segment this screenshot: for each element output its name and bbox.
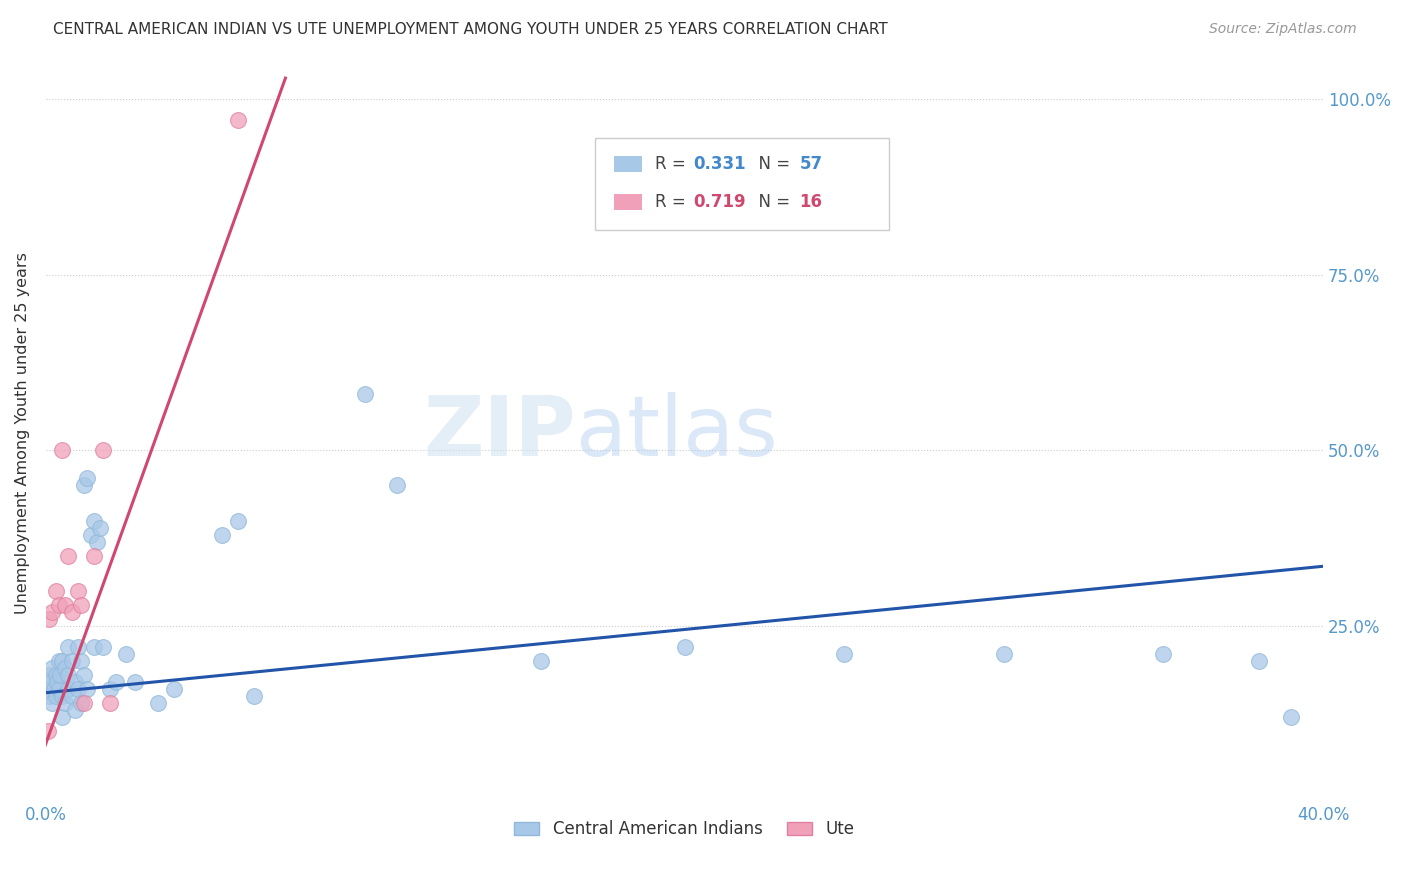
Point (46, 675, 69, 690)
Point (98, 696, 121, 710)
Point (124, 675, 146, 690)
Text: Source: ZipAtlas.com: Source: ZipAtlas.com (1209, 22, 1357, 37)
Point (1279, 710, 1302, 724)
Point (89, 521, 111, 535)
Point (354, 387, 377, 401)
Point (1249, 654, 1271, 668)
Point (146, 696, 169, 710)
Point (70, 696, 93, 710)
Point (45, 583, 67, 598)
FancyBboxPatch shape (614, 194, 643, 211)
Point (70, 654, 93, 668)
Point (163, 682, 186, 697)
Point (49, 668, 72, 682)
Point (53, 661, 76, 675)
Point (48, 654, 70, 668)
Point (226, 514, 249, 528)
Point (39, 675, 62, 690)
Point (832, 647, 855, 661)
Point (242, 690, 264, 704)
Point (38, 612, 60, 626)
Point (58, 549, 80, 563)
Point (60, 654, 83, 668)
Point (66, 583, 89, 598)
Point (51, 690, 73, 704)
Point (51, 710, 73, 724)
Point (58, 640, 80, 654)
Point (70, 598, 93, 612)
Text: R =: R = (655, 154, 692, 173)
FancyBboxPatch shape (595, 137, 889, 230)
Point (993, 647, 1015, 661)
Text: ZIP: ZIP (423, 392, 576, 474)
Point (211, 527, 233, 541)
Point (53, 598, 76, 612)
Point (48, 598, 70, 612)
Point (51, 654, 73, 668)
Text: N =: N = (748, 154, 796, 173)
FancyBboxPatch shape (614, 155, 643, 172)
Point (48, 682, 70, 697)
Point (38, 668, 60, 682)
Point (60, 690, 83, 704)
Point (86, 534, 108, 549)
Point (60, 605, 83, 619)
Point (38, 690, 60, 704)
Point (105, 675, 128, 690)
Point (83, 640, 105, 654)
Point (41, 696, 63, 710)
Point (530, 654, 553, 668)
Text: N =: N = (748, 193, 796, 211)
Point (66, 640, 89, 654)
Point (58, 668, 80, 682)
Point (1153, 647, 1175, 661)
Point (66, 682, 89, 697)
Text: R =: R = (655, 193, 692, 211)
Y-axis label: Unemployment Among Youth under 25 years: Unemployment Among Youth under 25 years (15, 252, 30, 614)
Point (42, 682, 65, 697)
Point (73, 696, 96, 710)
Point (79, 527, 101, 541)
Point (226, 113, 249, 128)
Text: 0.719: 0.719 (693, 193, 747, 211)
Point (73, 478, 96, 492)
Point (93, 443, 115, 458)
Point (73, 668, 96, 682)
Point (83, 514, 105, 528)
Point (98, 682, 121, 697)
Text: CENTRAL AMERICAN INDIAN VS UTE UNEMPLOYMENT AMONG YOUTH UNDER 25 YEARS CORRELATI: CENTRAL AMERICAN INDIAN VS UTE UNEMPLOYM… (53, 22, 889, 37)
Point (45, 668, 67, 682)
Point (37, 724, 59, 739)
Point (53, 696, 76, 710)
Point (63, 703, 86, 717)
Point (83, 549, 105, 563)
Point (58, 682, 80, 697)
Text: 0.331: 0.331 (693, 154, 747, 173)
Point (76, 682, 98, 697)
Point (93, 640, 115, 654)
Point (673, 640, 696, 654)
Text: atlas: atlas (576, 392, 778, 474)
Point (114, 647, 136, 661)
Point (41, 661, 63, 675)
Point (63, 675, 86, 690)
Point (45, 690, 67, 704)
Point (385, 478, 408, 492)
Point (37, 682, 59, 697)
Legend: Central American Indians, Ute: Central American Indians, Ute (508, 814, 862, 845)
Text: 16: 16 (800, 193, 823, 211)
Point (41, 605, 63, 619)
Text: 57: 57 (800, 154, 823, 173)
Point (76, 471, 98, 485)
Point (51, 443, 73, 458)
